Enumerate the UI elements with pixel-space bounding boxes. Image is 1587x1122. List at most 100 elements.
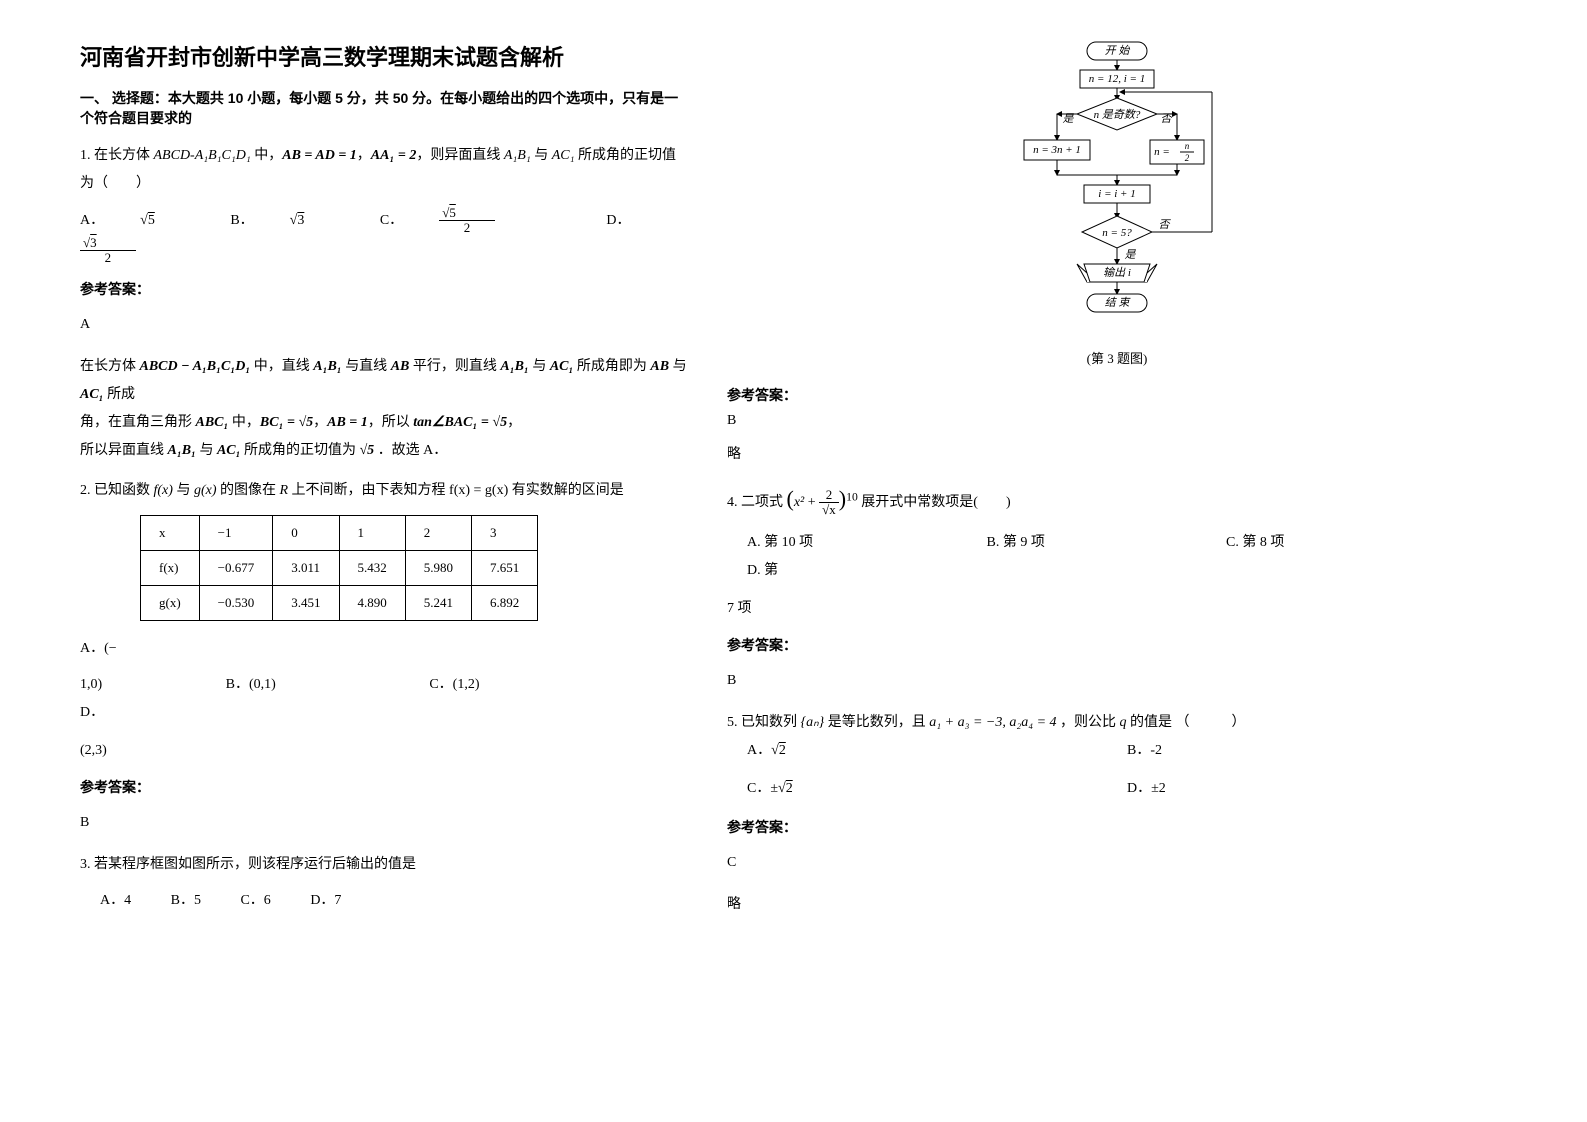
q1-optD-pre: D． [606,213,630,228]
table-cell: 6.892 [472,586,538,621]
q2-sc: 的图像在 [216,483,279,498]
q1-explain-1: 在长方体 ABCD − A₁B₁C₁D₁ 中，直线 A₁B₁ 与直线 AB 平行… [80,353,687,409]
q4-optA: A. 第 10 项 [747,529,947,557]
q4-optD: D. 第 [747,557,778,585]
flow-no1: 否 [1161,113,1174,125]
table-cell: 0 [273,516,339,551]
q1-e2b: ABC₁ [196,415,229,430]
q1-explain-3: 所以异面直线 A₁B₁ 与 AC₁ 所成角的正切值为 √5 ．故选 A． [80,437,687,465]
q5-ans-label: 参考答案： [727,813,1507,841]
q2-optA-line1: A．(− [80,635,687,663]
table-cell: 7.651 [472,551,538,586]
q1-e3c: 与 [196,443,217,458]
page-title: 河南省开封市创新中学高三数学理期末试题含解析 [80,40,687,72]
q5-optC: C．±√2 [747,775,1127,803]
q3-ans-label: 参考答案： [727,385,1507,405]
q4-x2: x² [794,495,804,510]
q1-options: A．√5 B．√3 C．√52 D．√32 [80,206,687,265]
flow-inc-text: i = i + 1 [1098,188,1135,200]
q4-lparen: ( [787,486,794,511]
section-intro: 一、 选择题：本大题共 10 小题，每小题 5 分，共 50 分。在每小题给出的… [80,88,687,128]
q1-e1o: 所成 [104,387,136,402]
q1-m2: ， [357,148,371,163]
q5-sb: 是等比数列，且 [824,715,929,730]
q5-optB: B．-2 [1127,737,1507,765]
q4-answer: B [727,667,1507,695]
q1-l1: A₁B₁ [504,148,531,163]
q3-brief: 略 [727,443,1507,463]
q4-optB: B. 第 9 项 [987,529,1187,557]
q1-ab: AB = AD = 1 [282,148,357,163]
q1-m1: 中， [251,148,283,163]
q1-m3: ，则异面直线 [416,148,504,163]
q2-optB: B．(0,1) [226,677,276,692]
q1-e1e: 与直线 [342,359,391,374]
q1-e3d: AC₁ [217,443,241,458]
q4-sb: 展开式中常数项是( ) [861,495,1010,510]
q5-optA-v: 2 [779,743,786,758]
q1-e3e: 所成角的正切值为 [241,443,360,458]
q2-optD-line2: (2,3) [80,737,687,765]
q4-plus: + [804,495,819,510]
table-cell: −1 [199,516,273,551]
q1-e1k: 所成角即为 [573,359,650,374]
q1-e2a: 角，在直角三角形 [80,415,196,430]
table-row: x −1 0 1 2 3 [141,516,538,551]
q1-e3f: √5 [360,443,375,458]
table-cell: −0.677 [199,551,273,586]
question-2: 2. 已知函数 f(x) 与 g(x) 的图像在 R 上不间断，由下表知方程 f… [80,477,687,837]
q1-text: 1. 在长方体 [80,148,154,163]
q4-optD-line2: 7 项 [727,595,1507,623]
flow-cond2-text: n = 5? [1102,227,1132,239]
q4-options: A. 第 10 项 B. 第 9 项 C. 第 8 项 D. 第 [747,529,1507,585]
q1-e1c: 中，直线 [250,359,313,374]
table-cell: 3 [472,516,538,551]
q1-optC-den: 2 [439,221,495,235]
q1-optD-num: 3 [90,235,97,250]
q3-optB: B．5 [171,893,201,908]
flowchart-caption: (第 3 题图) [727,348,1507,367]
q1-e1a: 在长方体 [80,359,140,374]
q5-options: A．√2 B．-2 C．±√2 D．±2 [747,737,1507,803]
q1-e2f: AB = 1 [327,415,368,430]
q2-sd: 上不间断，由下表知方程 f(x) = g(x) 有实数解的区间是 [288,483,624,498]
q1-ans-label: 参考答案： [80,275,687,303]
table-cell: 5.241 [405,586,471,621]
q5-optA: A．√2 [747,737,1127,765]
q2-optA: 1,0) [80,677,102,692]
q5-c1: a₁ + a₃ = −3, a₂a₄ = 4 [929,715,1056,730]
q3-optA: A．4 [100,893,131,908]
flow-output-text: 输出 i [1103,266,1131,279]
q1-optA: A．√5 [80,213,191,228]
flow-left-text: n = 3n + 1 [1033,144,1081,156]
q5-sa: 5. 已知数列 [727,715,801,730]
table-cell: f(x) [141,551,200,586]
q1-e2c: 中， [228,415,260,430]
q3-options: A．4 B．5 C．6 D．7 [100,887,687,915]
q2-answer: B [80,809,687,837]
q3-answer: B [727,413,1507,429]
q1-e1b: ABCD − A₁B₁C₁D₁ [140,359,251,374]
q1-e1h: A₁B₁ [500,359,528,374]
table-cell: 3.011 [273,551,339,586]
flow-right-den: 2 [1185,153,1190,163]
q3-stem: 3. 若某程序框图如图所示，则该程序运行后输出的值是 [80,851,687,879]
q1-m4: 与 [531,148,552,163]
q1-optC-num: 5 [449,205,456,220]
q5-optC-v: 2 [786,781,793,796]
q2-stem: 2. 已知函数 f(x) 与 g(x) 的图像在 R 上不间断，由下表知方程 f… [80,477,687,505]
q2-optC: C．(1,2) [429,677,479,692]
q4-ans-label: 参考答案： [727,631,1507,659]
flow-no2: 否 [1159,219,1172,231]
q5-an: {aₙ} [801,715,825,730]
table-cell: −0.530 [199,586,273,621]
flow-right-pre: n = [1154,146,1170,158]
q1-aa1: AA₁ = 2 [371,148,417,163]
q1-e1f: AB [391,359,410,374]
flow-start-text: 开 始 [1105,44,1131,57]
right-column: 开 始 n = 12, i = 1 n 是奇数? 是 否 n = 3n + 1 … [707,40,1527,1082]
q3-optC: C．6 [240,893,270,908]
q4-sa: 4. 二项式 [727,495,787,510]
table-cell: g(x) [141,586,200,621]
q5-sc: ，则公比 [1057,715,1120,730]
